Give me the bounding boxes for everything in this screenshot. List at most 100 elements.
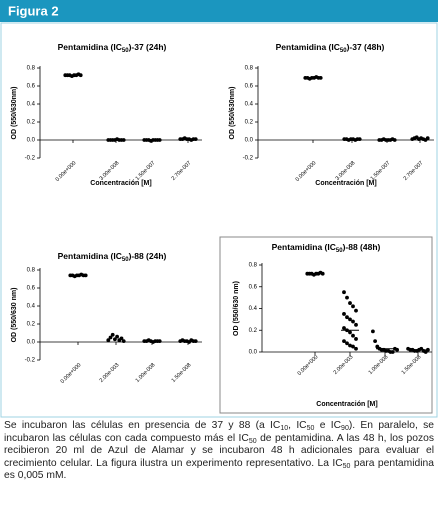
data-point [373,339,377,344]
title-part: 50 [122,257,129,263]
x-tick-label: 0.00e+000 [297,354,320,377]
header-bar [0,0,438,22]
data-point [351,344,355,349]
y-tick-label: 0.6 [27,286,36,292]
caption-text: para pentamidina es 0,005 mM. [4,457,434,482]
x-axis-label: Concentración [M] [315,180,376,187]
title-part: Pentamidina (IC [58,42,122,52]
chart-title: Pentamidina (IC50)-88 (24h) [58,251,167,262]
data-point [351,319,355,324]
title-part: 50 [122,48,129,54]
y-axis-label: OD (550/630 nm) [233,281,240,336]
y-tick-label: 0.2 [27,322,36,328]
data-point [113,337,117,342]
data-point [354,308,358,313]
data-point [342,326,346,330]
chart-title: Pentamidina (IC50)-37 (24h) [58,42,167,53]
x-tick-label: 2.00e-003 [99,362,121,384]
y-tick-label: 0.0 [27,138,36,144]
y-tick-label: -0.2 [25,358,36,364]
data-point [342,290,346,295]
data-point [108,335,113,340]
caption-subscript: 90 [341,425,349,432]
caption-text: , IC [288,420,307,431]
data-point [193,339,198,343]
x-tick-label: 1.00e-008 [135,362,157,384]
chart-title: Pentamidina (IC50)-88 (48h) [272,242,381,253]
y-tick-label: -0.2 [25,156,36,162]
y-tick-label: 0.4 [245,102,254,108]
y-tick-label: 0.6 [245,84,254,90]
x-tick-label: 2.70e-007 [403,160,425,182]
data-point [342,339,346,344]
caption-subscript: 50 [248,437,257,445]
caption-text: Se incubaron las células en presencia de… [4,420,281,431]
title-part: )-37 (24h) [129,42,167,52]
title-part: )-88 (24h) [129,251,167,261]
y-tick-label: 0.0 [245,138,254,144]
data-point [354,337,358,341]
data-point [392,138,397,142]
data-point [115,334,119,339]
y-axis-label: OD (550/630nm) [11,87,18,140]
data-point [119,336,124,341]
y-tick-label: 0.8 [249,263,258,269]
data-point [193,137,198,142]
data-point [348,301,352,305]
title-part: Pentamidina (IC [276,42,340,52]
caption-subscript: 50 [306,425,315,432]
title-part: 50 [336,248,343,254]
x-tick-label: 1.50e-008 [171,362,193,384]
data-point [157,339,162,343]
x-tick-label: 3.00e-008 [335,160,357,182]
x-tick-label: 0.00e+000 [295,160,318,183]
data-point [78,73,83,78]
data-point [426,347,430,352]
data-point [121,138,126,142]
y-tick-label: 0.8 [27,268,36,274]
x-tick-label: 3.00e-008 [99,160,121,182]
x-tick-label: 2.00e-003 [333,354,355,376]
y-axis-label: OD (550/630 nm) [11,288,18,343]
caption-text: e IC [314,420,342,431]
y-tick-label: 0.6 [27,84,36,90]
chart-title: Pentamidina (IC50)-37 (48h) [276,42,385,53]
y-tick-label: 0.2 [249,328,258,334]
data-point [371,329,375,334]
y-tick-label: -0.2 [243,156,254,162]
y-tick-label: 0.4 [249,306,258,312]
data-point [342,312,346,316]
y-tick-label: 0.8 [245,66,254,72]
data-point [83,273,88,278]
data-point [348,343,352,348]
y-tick-label: 0.6 [249,284,258,290]
caption-text: de pentamidina. A las 48 h, los pozos re… [4,432,434,469]
x-tick-label: 0.00e+000 [55,160,78,183]
data-point [354,346,358,351]
x-tick-label: 2.70e-007 [171,160,193,182]
chart-frame [219,236,433,414]
figure: Figura 2 Pentamidina (IC50)-37 (24h)-0.2… [0,0,438,418]
x-tick-label: 1.50e-007 [370,160,392,182]
data-point [110,332,115,337]
data-point [395,347,399,352]
header-title: Figura 2 [8,3,59,18]
title-part: Pentamidina (IC [272,242,336,252]
data-point [425,136,430,141]
title-part: Pentamidina (IC [58,251,122,261]
title-part: )-37 (48h) [347,42,385,52]
y-tick-label: 0.2 [27,120,36,126]
x-axis-label: Concentración [M] [90,180,151,187]
data-point [318,76,323,80]
x-tick-label: 1.50e-008 [401,354,423,376]
caption-subscript: 50 [342,462,351,470]
y-tick-label: 0.4 [27,102,36,108]
data-point [345,315,349,320]
y-tick-label: 0.0 [27,340,36,346]
caption-text: ). En paralelo, se incubaron las células… [4,420,434,444]
data-point [345,295,349,300]
data-point [390,350,395,354]
data-point [354,322,358,327]
title-part: 50 [340,48,347,54]
